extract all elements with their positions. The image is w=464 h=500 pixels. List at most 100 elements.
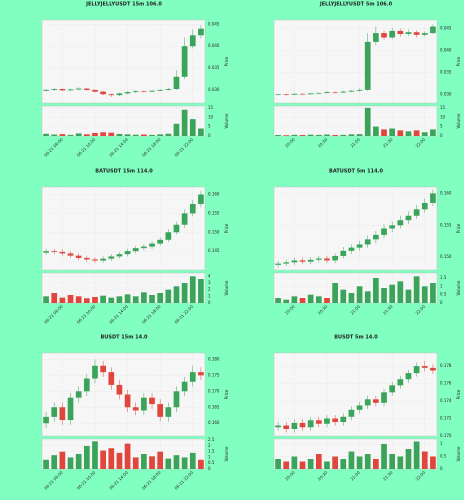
- x-tick-label: 20:30: [317, 304, 329, 316]
- candle-body: [421, 366, 428, 368]
- volume-bar: [307, 294, 314, 303]
- volume-bar: [157, 293, 164, 303]
- x-tick-label: 21:30: [382, 470, 394, 482]
- candle-body: [356, 405, 363, 410]
- candle-body: [324, 418, 330, 424]
- volume-bar: [373, 459, 379, 469]
- volume-bar: [67, 134, 74, 136]
- candle-body: [165, 89, 172, 90]
- candle-body: [173, 391, 180, 408]
- volume-bar: [124, 134, 131, 136]
- volume-bar: [332, 283, 338, 303]
- y-tick-label: 0.170: [208, 388, 220, 393]
- candle-body: [51, 251, 58, 252]
- candle-body: [124, 251, 131, 255]
- candle-body: [340, 250, 347, 256]
- volume-bar: [421, 286, 428, 303]
- candle-body: [307, 93, 314, 95]
- volume-bar: [92, 441, 98, 469]
- volume-bar: [307, 459, 314, 469]
- volume-bar: [189, 276, 196, 303]
- candle-body: [389, 30, 396, 38]
- y-axis-label: Price: [224, 56, 229, 66]
- y-tick-label: 0.170: [440, 433, 452, 438]
- candle-body: [83, 378, 90, 392]
- volume-bar: [43, 296, 49, 303]
- candle-body: [332, 92, 338, 93]
- chart-panel: BATUSDT 15m 114.0 0.145 0.150 0.155 0.160 0 12…: [41, 169, 229, 325]
- volume-bar: [124, 443, 131, 469]
- candle-body: [100, 91, 106, 95]
- candle-body: [198, 28, 204, 36]
- candle-body: [381, 228, 387, 235]
- candle-body: [92, 259, 98, 261]
- volume-bar: [92, 133, 98, 136]
- candle-body: [324, 92, 330, 93]
- volume-bar: [198, 128, 204, 136]
- candle-body: [189, 203, 196, 214]
- volume-bar: [181, 457, 188, 469]
- candle-body: [315, 420, 322, 424]
- candle-body: [307, 259, 314, 262]
- volume-bar: [189, 452, 196, 469]
- candle-body: [75, 391, 82, 398]
- candle-body: [181, 46, 188, 77]
- candle-body: [92, 365, 98, 379]
- volume-bar: [413, 276, 420, 303]
- y2-tick-label: 2: [208, 287, 211, 292]
- volume-bar: [348, 451, 355, 469]
- candle-body: [275, 425, 281, 428]
- volume-bar: [291, 296, 298, 303]
- volume-bar: [149, 295, 155, 303]
- candle-body: [59, 251, 66, 254]
- candle-body: [108, 94, 115, 96]
- volume-bar: [198, 459, 204, 469]
- x-tick-label: 20:30: [317, 137, 329, 149]
- volume-bar: [373, 126, 379, 136]
- y2-tick-label: 0: [208, 133, 211, 138]
- volume-bar: [75, 454, 82, 469]
- y-tick-label: 0.174: [440, 398, 452, 403]
- y2-tick-label: 2.5: [208, 437, 215, 442]
- chart-panel: BUSDT 15m 14.0 0.160 0.165 0.170 0.175 0.180 0…: [41, 335, 229, 491]
- volume-bar: [181, 283, 188, 303]
- candle-body: [124, 92, 131, 94]
- y2-tick-label: 10: [208, 114, 214, 119]
- y-axis-label: Price: [456, 223, 461, 233]
- y2-tick-label: 1: [440, 441, 443, 446]
- volume-bar: [332, 456, 338, 469]
- candle-body: [373, 234, 379, 240]
- price-area: [41, 186, 206, 271]
- x-tick-label: 22:00: [414, 304, 426, 316]
- y2-tick-label: 5: [208, 124, 211, 129]
- x-tick-label: 06-21 22:00: [173, 304, 194, 325]
- volume-bar: [275, 135, 281, 136]
- y-axis-label: Price: [224, 223, 229, 233]
- y-tick-label: 0.155: [208, 210, 220, 215]
- y-axis-label: Price: [456, 56, 461, 66]
- chart-panel: BATUSDT 5m 114.0 0.150 0.155 0.160 0 0.5 1 1.5 P…: [273, 169, 461, 316]
- candle-body: [405, 32, 412, 34]
- candle-body: [100, 365, 106, 373]
- y2-tick-label: 0: [440, 133, 443, 138]
- candle-body: [324, 258, 330, 261]
- candle-body: [291, 422, 298, 430]
- volume-bar: [51, 134, 58, 136]
- y-tick-label: 0.030: [440, 91, 452, 96]
- volume-bar: [75, 296, 82, 303]
- candle-body: [430, 193, 436, 203]
- volume-bar: [100, 295, 106, 303]
- volume-bar: [291, 134, 298, 136]
- candle-body: [149, 397, 155, 405]
- candle-body: [430, 367, 436, 371]
- volume-bar: [92, 297, 98, 303]
- candle-body: [373, 399, 379, 403]
- candle-body: [181, 381, 188, 392]
- volume-bar: [430, 129, 436, 136]
- candle-body: [405, 373, 412, 380]
- volume-bar: [108, 297, 115, 303]
- y-tick-label: 0.165: [208, 404, 220, 409]
- volume-bar: [405, 131, 412, 136]
- y-tick-label: 0.155: [440, 222, 452, 227]
